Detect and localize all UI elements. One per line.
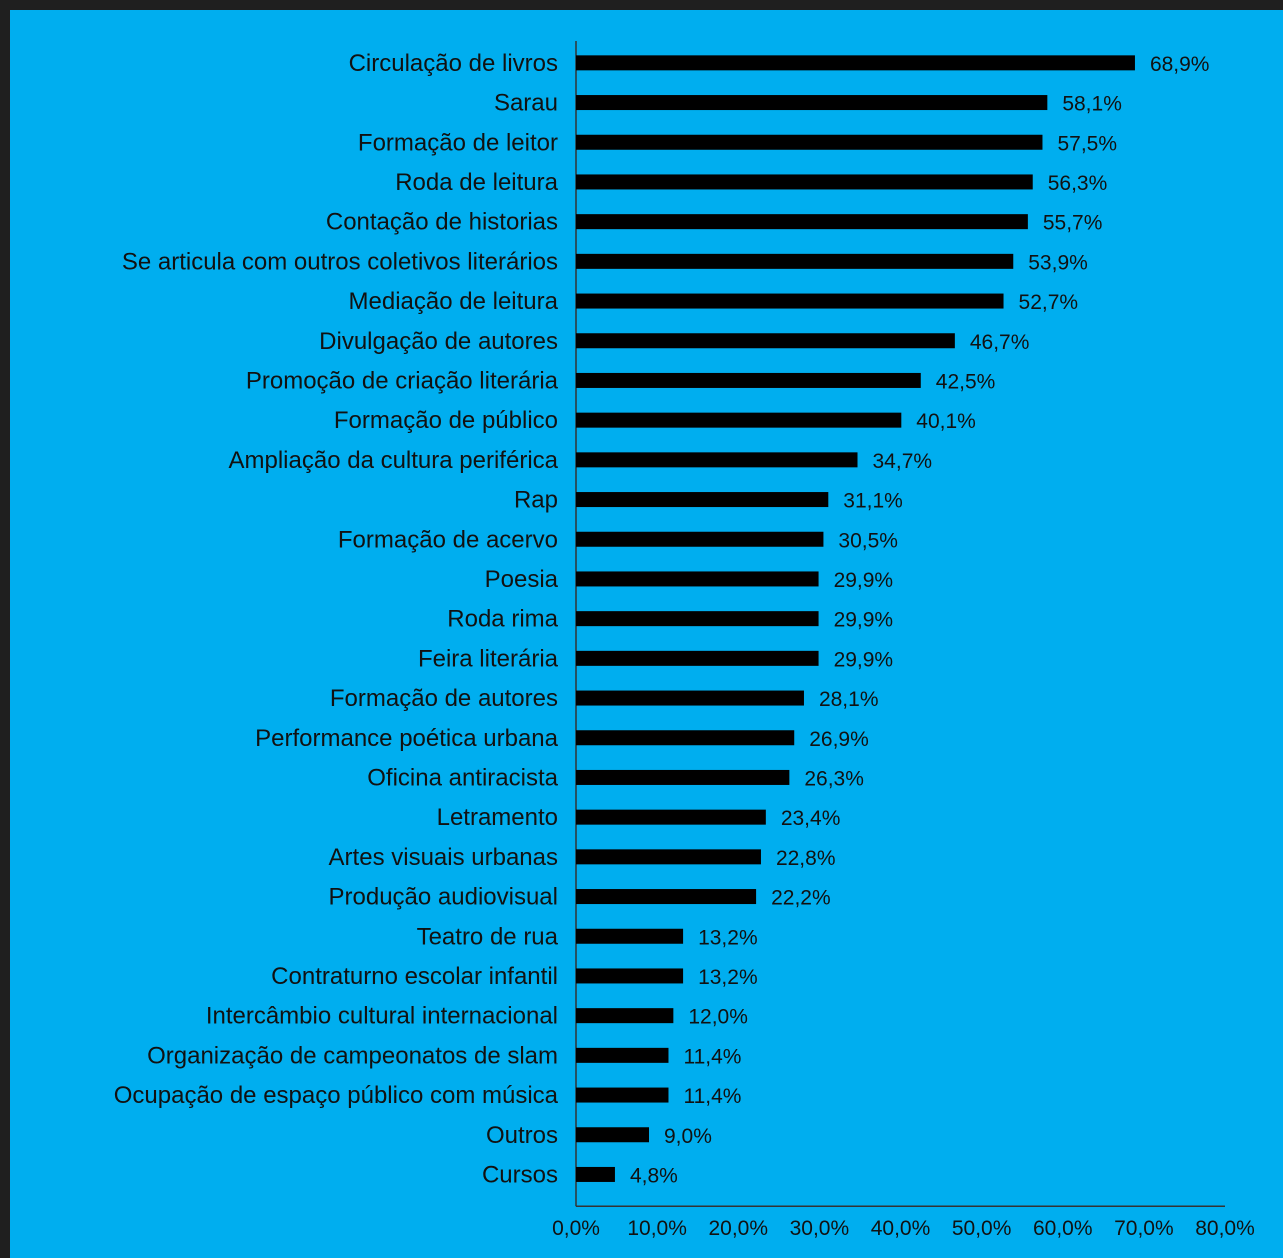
bar — [576, 492, 829, 508]
value-label: 26,9% — [809, 728, 869, 751]
bar — [576, 1127, 650, 1143]
category-label: Ampliação da cultura periférica — [229, 447, 559, 474]
bar — [576, 95, 1048, 111]
x-tick-label: 0,0% — [552, 1217, 600, 1240]
x-tick-label: 50,0% — [952, 1217, 1012, 1240]
category-label: Artes visuais urbanas — [329, 844, 558, 871]
bar — [576, 809, 766, 825]
bar — [576, 889, 757, 905]
value-label: 58,1% — [1062, 93, 1122, 116]
x-tick-label: 70,0% — [1114, 1217, 1174, 1240]
value-label: 68,9% — [1150, 53, 1210, 76]
category-label: Formação de leitor — [358, 129, 558, 156]
value-label: 4,8% — [630, 1164, 678, 1187]
category-label: Se articula com outros coletivos literár… — [122, 248, 558, 275]
x-tick-label: 40,0% — [871, 1217, 931, 1240]
bar — [576, 611, 819, 627]
value-label: 30,5% — [838, 529, 898, 552]
bar — [576, 690, 804, 706]
category-label: Cursos — [482, 1161, 558, 1188]
bar — [576, 214, 1028, 230]
value-label: 29,9% — [834, 648, 894, 671]
x-tick-label: 30,0% — [790, 1217, 850, 1240]
category-label: Poesia — [485, 566, 559, 593]
bar — [576, 928, 684, 944]
bar — [576, 730, 795, 746]
value-label: 31,1% — [843, 490, 903, 513]
category-label: Roda rima — [447, 606, 558, 633]
value-label: 11,4% — [683, 1085, 741, 1108]
x-tick-label: 10,0% — [627, 1217, 687, 1240]
category-label: Roda de leitura — [395, 169, 558, 196]
x-tick-label: 80,0% — [1195, 1217, 1255, 1240]
x-tick-label: 60,0% — [1033, 1217, 1093, 1240]
category-label: Performance poética urbana — [255, 725, 559, 752]
value-label: 22,8% — [776, 847, 836, 870]
bar — [576, 769, 790, 785]
category-label: Intercâmbio cultural internacional — [206, 1003, 558, 1030]
category-label: Formação de autores — [330, 685, 558, 712]
category-label: Outros — [486, 1122, 558, 1149]
bar — [576, 571, 819, 587]
bar — [576, 1166, 615, 1182]
bar — [576, 134, 1043, 150]
category-label: Mediação de leitura — [349, 288, 559, 315]
value-label: 29,9% — [834, 569, 894, 592]
category-label: Letramento — [437, 804, 558, 831]
bar — [576, 452, 858, 468]
bar — [576, 372, 921, 388]
category-label: Rap — [514, 487, 558, 514]
value-label: 13,2% — [698, 926, 758, 949]
bar — [576, 1008, 674, 1024]
value-label: 57,5% — [1057, 132, 1117, 155]
value-label: 29,9% — [834, 609, 894, 632]
bar — [576, 55, 1135, 71]
category-label: Ocupação de espaço público com música — [114, 1082, 559, 1109]
value-label: 9,0% — [664, 1125, 712, 1148]
bar — [576, 968, 684, 984]
category-label: Sarau — [494, 90, 558, 117]
category-label: Circulação de livros — [349, 50, 558, 77]
category-label: Contraturno escolar infantil — [271, 963, 558, 990]
value-label: 12,0% — [688, 1006, 748, 1029]
category-label: Formação de acervo — [338, 526, 558, 553]
value-label: 56,3% — [1048, 172, 1108, 195]
value-label: 46,7% — [970, 331, 1030, 354]
bar — [576, 531, 824, 547]
value-label: 53,9% — [1028, 251, 1088, 274]
category-label: Oficina antiracista — [367, 764, 558, 791]
bar — [576, 412, 902, 428]
value-label: 28,1% — [819, 688, 879, 711]
value-label: 26,3% — [804, 767, 864, 790]
x-tick-label: 20,0% — [708, 1217, 768, 1240]
value-label: 42,5% — [936, 370, 996, 393]
category-label: Divulgação de autores — [319, 328, 558, 355]
bar — [576, 174, 1033, 190]
value-label: 40,1% — [916, 410, 976, 433]
value-label: 55,7% — [1043, 212, 1103, 235]
category-label: Produção audiovisual — [329, 884, 559, 911]
value-label: 11,4% — [683, 1045, 741, 1068]
value-label: 13,2% — [698, 966, 758, 989]
bar — [576, 253, 1014, 269]
category-label: Teatro de rua — [417, 923, 559, 950]
bar — [576, 293, 1004, 309]
bar — [576, 1087, 669, 1103]
category-label: Contação de historias — [326, 209, 558, 236]
category-label: Feira literária — [418, 645, 559, 672]
bar — [576, 333, 955, 349]
bar — [576, 1047, 669, 1063]
bar — [576, 849, 761, 865]
value-label: 22,2% — [771, 887, 831, 910]
value-label: 52,7% — [1019, 291, 1079, 314]
bar — [576, 650, 819, 666]
category-label: Promoção de criação literária — [246, 367, 559, 394]
category-label: Organização de campeonatos de slam — [147, 1042, 558, 1069]
category-label: Formação de público — [334, 407, 558, 434]
value-label: 34,7% — [873, 450, 933, 473]
value-label: 23,4% — [781, 807, 841, 830]
bar-chart: Circulação de livros 68,9% Sarau 58,1% Forma… — [114, 41, 1255, 1240]
